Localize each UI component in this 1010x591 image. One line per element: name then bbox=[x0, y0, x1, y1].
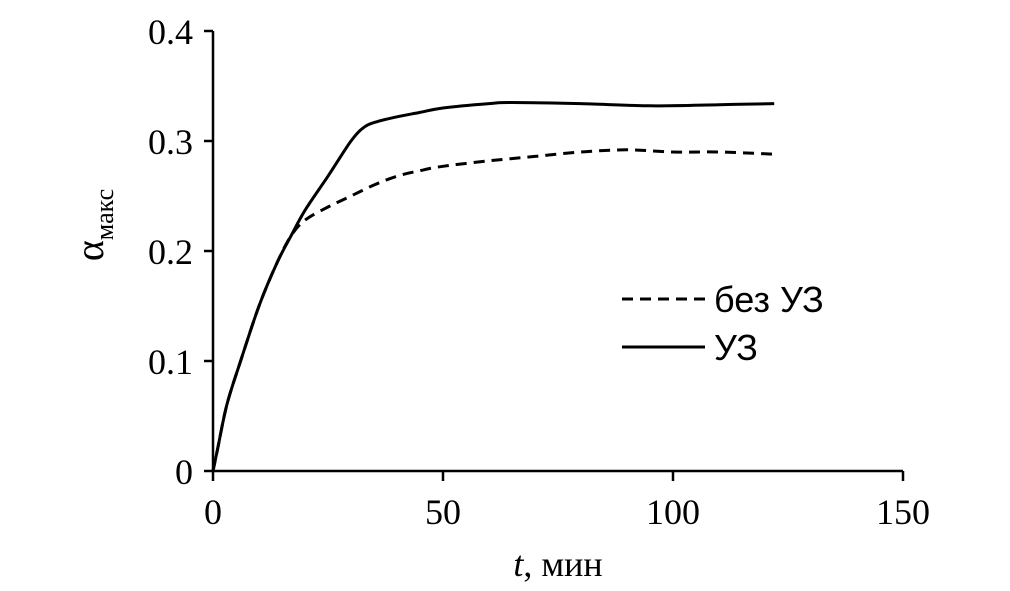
y-tick-label: 0.1 bbox=[148, 342, 193, 382]
y-axis-label: αмакс bbox=[67, 189, 119, 261]
y-tick-label: 0.3 bbox=[148, 122, 193, 162]
legend-label-solid: УЗ bbox=[714, 327, 758, 368]
series-group bbox=[211, 101, 775, 472]
x-tick-label: 50 bbox=[425, 492, 461, 532]
series-line-dashed bbox=[211, 148, 775, 472]
y-tick-label: 0.4 bbox=[148, 12, 193, 52]
legend-label-dashed: без УЗ bbox=[714, 279, 824, 320]
y-tick-label: 0.2 bbox=[148, 232, 193, 272]
legend: без УЗ УЗ bbox=[622, 279, 824, 368]
x-tick-label: 100 bbox=[646, 492, 700, 532]
y-ticks: 0 0.1 0.2 0.3 0.4 bbox=[148, 12, 213, 492]
x-tick-label: 150 bbox=[876, 492, 930, 532]
x-axis-label-var: t bbox=[513, 544, 524, 584]
y-axis-label-sub: макс bbox=[90, 189, 119, 240]
x-tick-label: 0 bbox=[204, 492, 222, 532]
y-axis-label-main: α bbox=[67, 240, 112, 261]
series-line-solid bbox=[211, 101, 775, 472]
x-axis-label: t, мин bbox=[513, 544, 602, 584]
x-axis-label-unit: , мин bbox=[523, 544, 602, 584]
y-tick-label: 0 bbox=[175, 452, 193, 492]
x-ticks: 0 50 100 150 bbox=[204, 471, 930, 532]
